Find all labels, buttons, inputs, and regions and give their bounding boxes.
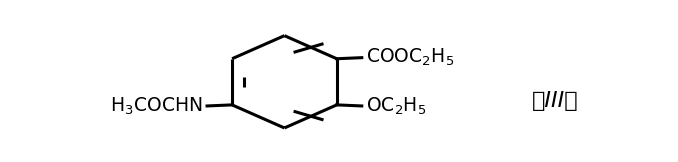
Text: H$_3$COCHN: H$_3$COCHN <box>111 95 203 117</box>
Text: OC$_2$H$_5$: OC$_2$H$_5$ <box>366 95 426 117</box>
Text: COOC$_2$H$_5$: COOC$_2$H$_5$ <box>366 47 454 68</box>
Text: （III）: （III） <box>532 91 578 110</box>
